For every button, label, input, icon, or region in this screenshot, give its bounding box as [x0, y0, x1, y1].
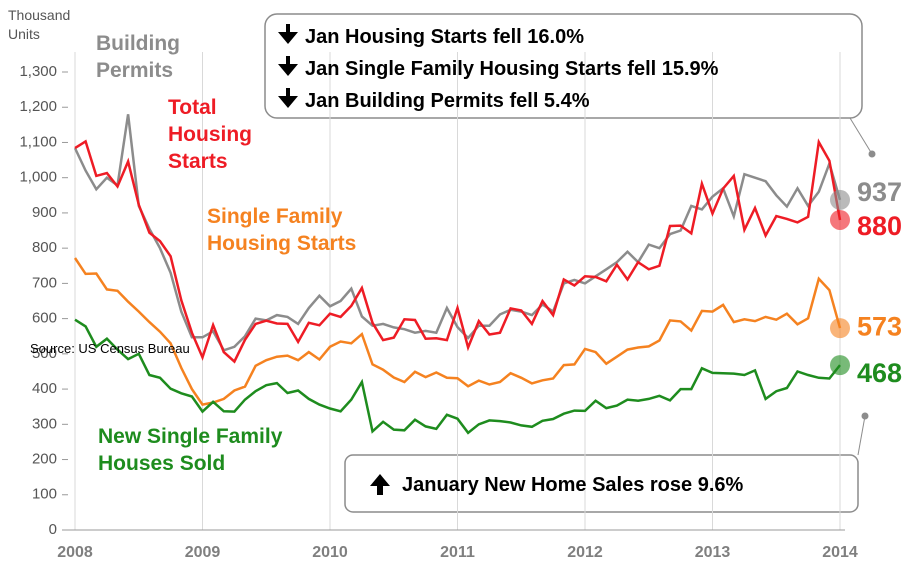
connector-dot	[868, 150, 876, 158]
y-tick-label: 100	[32, 486, 57, 503]
end-value-label: 468	[857, 358, 902, 388]
y-tick-label: 1,300	[19, 63, 57, 80]
series-line	[73, 114, 842, 352]
annotation: Jan Building Permits fell 5.4%	[305, 90, 590, 112]
series-line	[73, 257, 842, 406]
annotation: January New Home Sales rose 9.6%	[402, 474, 744, 496]
down-arrow	[278, 56, 298, 76]
end-marker	[830, 355, 850, 376]
y-tick-label: 0	[49, 521, 57, 538]
x-tick-label: 2014	[822, 544, 858, 561]
y-tick-label: 200	[32, 451, 57, 468]
down-arrow	[278, 24, 298, 44]
annotation: Jan Single Family Housing Starts fell 15…	[305, 58, 719, 80]
y-tick-label: 300	[32, 415, 57, 432]
series-line	[74, 318, 841, 435]
up-arrow	[370, 474, 390, 495]
x-tick-label: 2008	[57, 544, 93, 561]
connector	[857, 415, 866, 456]
y-tick-label: 500	[32, 345, 57, 362]
end-value-label: 880	[857, 211, 902, 241]
annotation-box	[344, 454, 859, 513]
annotation: Jan Housing Starts fell 16.0%	[305, 26, 584, 48]
source-note: Source: US Census Bureau	[30, 341, 190, 356]
x-tick-label: 2013	[695, 544, 731, 561]
x-tick-label: 2009	[185, 544, 221, 561]
end-marker	[830, 318, 850, 339]
end-marker	[830, 189, 850, 210]
y-tick-label: 1,100	[19, 133, 57, 150]
arrows	[278, 24, 390, 495]
x-tick-label: 2010	[312, 544, 348, 561]
series-label: Total Housing Starts	[168, 96, 252, 173]
y-tick-label: 600	[32, 310, 57, 327]
y-tick-label: 400	[32, 380, 57, 397]
end-marker	[830, 209, 850, 230]
connector	[849, 117, 873, 155]
y-tick-label: 700	[32, 274, 57, 291]
y-tick-label: 1,200	[19, 98, 57, 115]
y-axis-label: Thousand Units	[8, 7, 71, 42]
y-tick-label: 1,000	[19, 169, 57, 186]
y-tick-label: 900	[32, 204, 57, 221]
connector-dot	[861, 412, 869, 420]
series-label: Single Family Housing Starts	[207, 205, 357, 255]
series-label: Building Permits	[96, 32, 180, 82]
series-line	[74, 138, 842, 364]
down-arrow	[278, 88, 298, 108]
end-value-label: 937	[857, 177, 902, 207]
end-value-label: 573	[857, 311, 902, 341]
x-tick-label: 2012	[567, 544, 603, 561]
x-tick-label: 2011	[440, 544, 475, 561]
series-label: New Single Family Houses Sold	[98, 425, 283, 475]
y-tick-label: 800	[32, 239, 57, 256]
